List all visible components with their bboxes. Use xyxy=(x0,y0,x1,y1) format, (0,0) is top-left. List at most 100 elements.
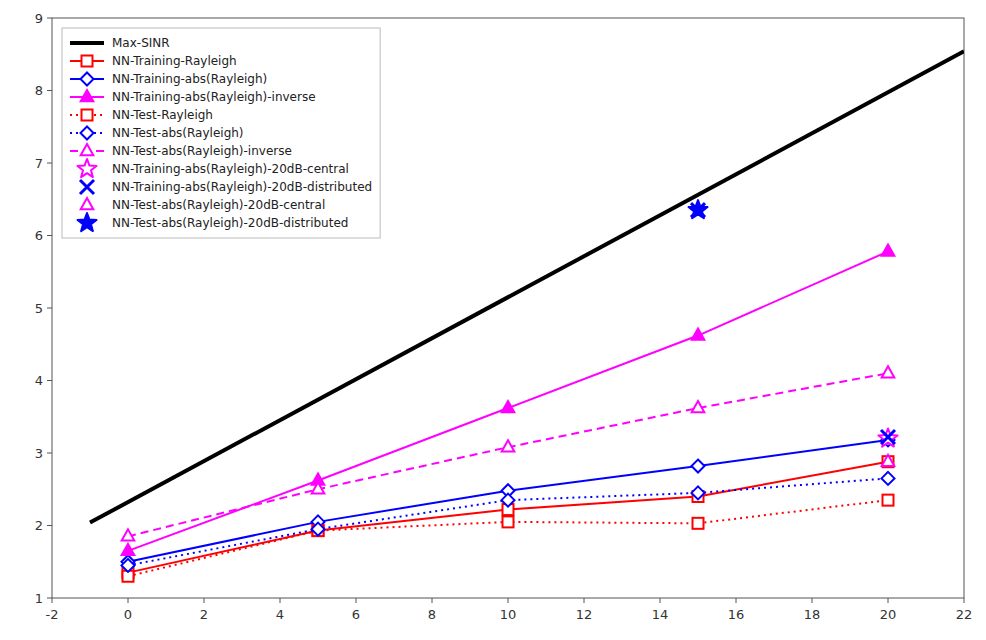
y-tick xyxy=(47,18,52,19)
point-marker xyxy=(878,429,897,447)
y-tick-label: 4 xyxy=(35,373,43,388)
point-marker xyxy=(882,455,895,466)
x-tick-label: 20 xyxy=(880,607,897,622)
point-marker xyxy=(688,200,707,218)
legend-label: NN-Test-abs(Rayleigh)-20dB-central xyxy=(112,198,325,212)
chart-container: -20246810121416182022123456789Max-SINRNN… xyxy=(0,0,986,640)
x-tick-label: 22 xyxy=(956,607,973,622)
legend-marker xyxy=(77,159,96,177)
legend: Max-SINR NN-Training-Rayleigh NN-Training-… xyxy=(62,28,380,238)
legend-label: NN-Training-Rayleigh xyxy=(112,54,237,68)
point-marker xyxy=(502,494,515,507)
legend-label: NN-Test-abs(Rayleigh)-20dB-distributed xyxy=(112,216,348,230)
legend-label: NN-Training-abs(Rayleigh) xyxy=(112,72,267,86)
legend-label: NN-Training-abs(Rayleigh)-20dB-distribut… xyxy=(112,180,372,194)
legend-marker xyxy=(81,73,94,86)
point-marker xyxy=(692,486,705,499)
x-tick xyxy=(508,598,509,603)
legend-label: NN-Training-abs(Rayleigh)-inverse xyxy=(112,90,316,104)
x-tick-label: 14 xyxy=(652,607,669,622)
plot-area xyxy=(90,51,964,581)
legend-label: NN-Test-abs(Rayleigh) xyxy=(112,126,244,140)
x-tick xyxy=(964,598,965,603)
x-tick xyxy=(888,598,889,603)
series xyxy=(691,203,705,217)
point-marker xyxy=(881,430,895,444)
legend-marker xyxy=(77,213,96,231)
series xyxy=(123,456,894,578)
x-tick-label: 16 xyxy=(728,607,745,622)
x-tick xyxy=(812,598,813,603)
series xyxy=(882,455,895,466)
point-marker xyxy=(502,401,515,412)
plot-frame xyxy=(52,18,964,598)
x-tick xyxy=(204,598,205,603)
point-marker xyxy=(692,460,705,473)
point-marker xyxy=(312,523,325,536)
point-marker xyxy=(692,401,705,412)
y-tick-label: 8 xyxy=(35,83,43,98)
legend-marker xyxy=(82,56,93,67)
series xyxy=(881,430,895,444)
point-marker xyxy=(882,244,895,255)
x-tick-label: 8 xyxy=(428,607,436,622)
y-tick xyxy=(47,308,52,309)
x-tick xyxy=(356,598,357,603)
y-tick xyxy=(47,525,52,526)
legend-label: NN-Test-Rayleigh xyxy=(112,108,213,122)
legend-label: NN-Test-abs(Rayleigh)-inverse xyxy=(112,144,292,158)
y-tick-label: 9 xyxy=(35,11,43,26)
x-tick xyxy=(736,598,737,603)
legend-line xyxy=(70,41,104,45)
series xyxy=(878,429,897,447)
series-line xyxy=(128,373,888,536)
y-tick-label: 6 xyxy=(35,228,43,243)
point-marker xyxy=(692,329,705,340)
point-marker xyxy=(691,203,705,217)
x-tick-label: 12 xyxy=(576,607,593,622)
legend-marker xyxy=(81,127,94,140)
point-marker xyxy=(882,472,895,485)
series xyxy=(123,495,894,582)
y-tick xyxy=(47,453,52,454)
point-marker xyxy=(122,559,135,572)
point-marker xyxy=(122,544,135,555)
y-tick xyxy=(47,235,52,236)
series xyxy=(122,244,895,555)
y-tick xyxy=(47,598,52,599)
series-line xyxy=(128,500,888,576)
legend-marker xyxy=(81,90,94,101)
y-tick-label: 7 xyxy=(35,156,43,171)
y-tick xyxy=(47,380,52,381)
x-tick xyxy=(660,598,661,603)
point-marker xyxy=(693,518,704,529)
series xyxy=(122,472,895,572)
x-tick xyxy=(432,598,433,603)
legend-label: Max-SINR xyxy=(112,36,170,50)
x-tick xyxy=(128,598,129,603)
series-line xyxy=(128,440,888,562)
x-tick-label: 18 xyxy=(804,607,821,622)
series-line xyxy=(128,251,888,550)
point-marker xyxy=(312,482,325,493)
point-marker xyxy=(503,516,514,527)
legend-marker xyxy=(81,198,94,209)
x-tick-label: 10 xyxy=(500,607,517,622)
series xyxy=(122,366,895,540)
legend-marker xyxy=(82,110,93,121)
x-tick xyxy=(584,598,585,603)
x-tick xyxy=(52,598,53,603)
series xyxy=(122,433,895,568)
point-marker xyxy=(883,495,894,506)
y-tick-label: 1 xyxy=(35,591,43,606)
y-tick-label: 5 xyxy=(35,301,43,316)
legend-label: NN-Training-abs(Rayleigh)-20dB-central xyxy=(112,162,349,176)
y-tick xyxy=(47,163,52,164)
x-tick xyxy=(280,598,281,603)
y-tick-label: 2 xyxy=(35,518,43,533)
x-tick-label: 0 xyxy=(124,607,132,622)
y-tick-label: 3 xyxy=(35,446,43,461)
x-tick-label: 2 xyxy=(200,607,208,622)
point-marker xyxy=(882,366,895,377)
point-marker xyxy=(502,440,515,451)
